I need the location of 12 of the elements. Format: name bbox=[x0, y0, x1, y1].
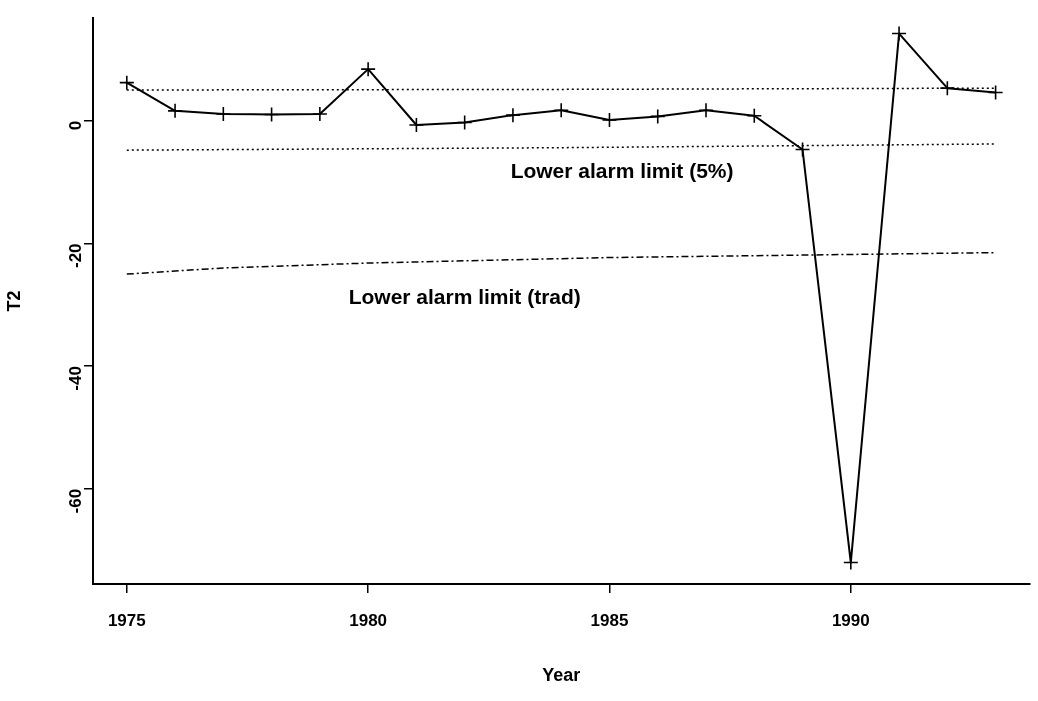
x-tick-label: 1975 bbox=[107, 610, 146, 630]
annotation: Lower alarm limit (trad) bbox=[348, 285, 581, 309]
x-tick-label: 1990 bbox=[831, 610, 870, 630]
y-tick-label: -60 bbox=[65, 488, 85, 514]
x-axis-title: Year bbox=[542, 665, 581, 686]
y-tick-label: -40 bbox=[65, 366, 85, 391]
y-tick-label: -20 bbox=[65, 243, 85, 268]
y-axis-title: T2 bbox=[3, 290, 24, 312]
x-tick-label: 1980 bbox=[349, 610, 388, 630]
x-tick-label: 1985 bbox=[590, 610, 629, 630]
annotation: Lower alarm limit (5%) bbox=[510, 158, 734, 182]
y-tick-label: 0 bbox=[65, 120, 85, 131]
